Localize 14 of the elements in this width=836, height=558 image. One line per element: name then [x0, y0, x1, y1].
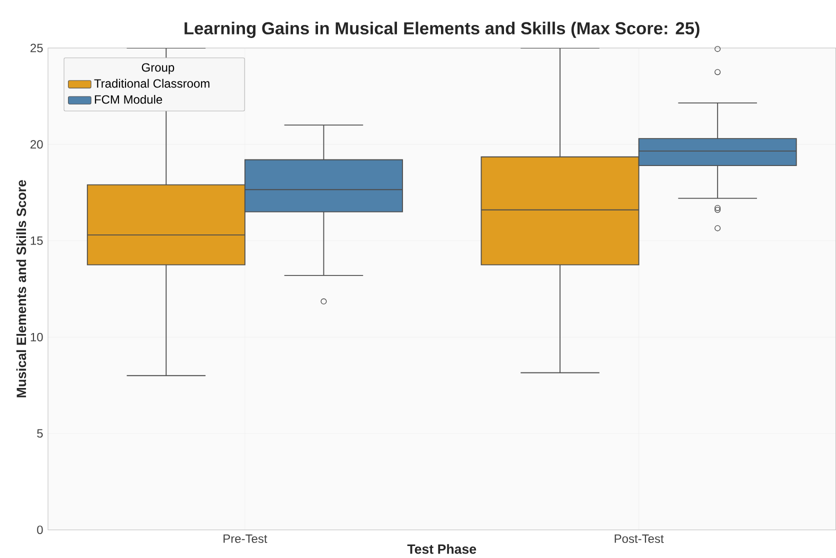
x-tick-label: Pre-Test	[224, 534, 268, 543]
y-tick-label: 25	[30, 44, 43, 52]
y-tick-label: 5	[37, 429, 43, 438]
chart-title: Learning Gains in Musical Elements and Skills (Max Score: 25)	[184, 22, 700, 38]
y-tick-label: 0	[37, 525, 43, 534]
y-tick-label: 20	[30, 140, 43, 148]
legend-label: Traditional Classroom	[94, 78, 210, 88]
x-tick-label: Post-Test	[614, 534, 664, 543]
y-tick-label: 15	[30, 236, 43, 245]
x-axis-title: Test Phase	[407, 544, 476, 554]
legend-label: FCM Module	[94, 94, 162, 104]
legend-title: Group	[142, 63, 174, 74]
y-tick-label: 10	[30, 332, 43, 342]
y-axis-title: Musical Elements and Skills Score	[16, 180, 26, 398]
